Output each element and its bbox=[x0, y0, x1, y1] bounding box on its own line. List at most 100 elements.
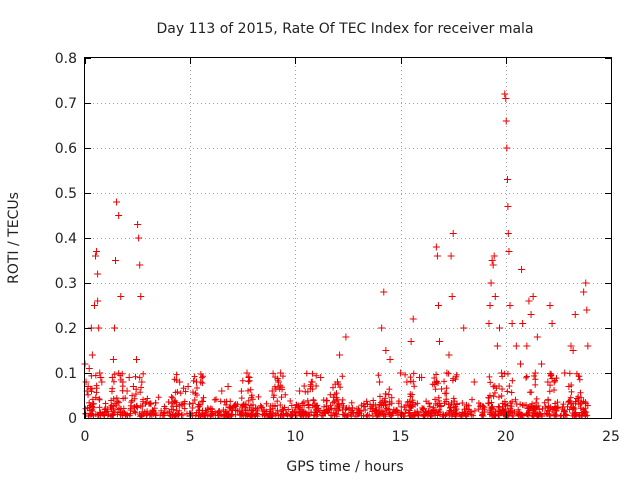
data-point bbox=[160, 410, 167, 417]
data-point bbox=[140, 396, 147, 403]
data-point bbox=[443, 369, 451, 377]
data-point bbox=[548, 371, 555, 378]
data-point bbox=[287, 397, 294, 404]
data-point bbox=[109, 356, 117, 363]
data-point bbox=[282, 391, 289, 398]
data-point bbox=[525, 297, 533, 305]
data-point bbox=[245, 387, 252, 394]
data-point bbox=[508, 320, 516, 327]
data-point bbox=[527, 389, 534, 396]
data-point bbox=[489, 261, 497, 269]
data-point bbox=[504, 412, 511, 419]
data-point bbox=[430, 406, 437, 413]
data-point bbox=[488, 409, 495, 416]
data-point bbox=[560, 401, 567, 408]
data-point bbox=[248, 392, 255, 399]
data-point bbox=[486, 373, 493, 380]
data-point bbox=[266, 406, 273, 413]
data-point bbox=[551, 409, 558, 416]
data-point bbox=[152, 399, 159, 406]
data-point bbox=[98, 378, 106, 386]
data-point bbox=[213, 396, 220, 403]
data-point bbox=[136, 261, 144, 269]
y-tick-labels: 0 0.1 0.2 0.3 0.4 0.5 0.6 0.7 0.8 bbox=[55, 51, 77, 427]
data-point bbox=[488, 404, 495, 411]
data-point bbox=[90, 302, 98, 309]
data-point bbox=[529, 400, 536, 407]
data-point bbox=[115, 399, 122, 406]
data-point bbox=[297, 412, 304, 419]
data-point bbox=[402, 371, 409, 378]
data-point bbox=[258, 404, 265, 411]
data-point bbox=[469, 396, 476, 403]
data-point bbox=[503, 144, 511, 152]
data-point bbox=[267, 412, 274, 419]
data-point bbox=[580, 406, 587, 413]
data-point bbox=[571, 406, 578, 413]
data-point bbox=[426, 403, 433, 410]
data-point bbox=[496, 383, 503, 390]
data-point bbox=[296, 387, 304, 395]
data-point bbox=[278, 394, 285, 401]
data-point bbox=[224, 383, 232, 390]
data-point bbox=[506, 302, 514, 309]
data-point bbox=[155, 394, 162, 401]
data-point bbox=[305, 401, 312, 408]
data-point bbox=[110, 324, 118, 332]
data-point bbox=[125, 374, 133, 381]
data-point bbox=[84, 383, 92, 390]
data-point bbox=[435, 394, 442, 401]
data-point bbox=[423, 410, 430, 417]
data-point bbox=[488, 257, 496, 264]
data-point bbox=[310, 397, 317, 404]
data-point bbox=[226, 404, 233, 411]
data-point bbox=[532, 376, 539, 383]
data-point bbox=[536, 406, 543, 413]
data-point bbox=[523, 373, 530, 380]
data-point bbox=[542, 404, 549, 411]
data-point bbox=[245, 374, 253, 381]
data-point bbox=[490, 252, 498, 260]
data-point bbox=[238, 388, 245, 395]
data-point bbox=[302, 409, 309, 416]
data-point bbox=[582, 279, 590, 287]
data-point bbox=[436, 338, 444, 345]
data-point bbox=[465, 402, 472, 409]
data-point bbox=[417, 409, 424, 416]
data-point bbox=[335, 401, 342, 408]
data-point bbox=[407, 391, 414, 398]
data-point bbox=[340, 402, 347, 409]
data-point bbox=[531, 369, 539, 377]
data-point bbox=[90, 412, 97, 419]
data-point bbox=[504, 230, 512, 237]
data-point bbox=[90, 400, 97, 407]
data-point bbox=[534, 412, 541, 419]
data-point bbox=[555, 404, 562, 411]
data-point bbox=[459, 411, 466, 418]
data-point bbox=[524, 405, 531, 412]
data-point bbox=[277, 369, 285, 377]
data-point bbox=[110, 378, 117, 385]
data-point bbox=[407, 374, 414, 381]
data-point bbox=[200, 398, 207, 405]
data-point bbox=[143, 412, 150, 419]
data-point bbox=[195, 401, 202, 408]
data-point bbox=[562, 411, 569, 418]
data-point bbox=[108, 374, 116, 381]
data-point bbox=[410, 378, 417, 385]
data-point bbox=[410, 370, 417, 377]
data-point bbox=[407, 338, 415, 345]
data-point bbox=[333, 390, 340, 397]
data-point bbox=[275, 378, 283, 386]
data-point bbox=[427, 412, 434, 419]
data-point bbox=[453, 406, 460, 413]
data-point bbox=[137, 293, 145, 300]
data-point bbox=[93, 248, 101, 255]
data-point bbox=[320, 412, 327, 419]
y-axis-title: ROTI / TECUs bbox=[6, 192, 22, 284]
data-point bbox=[532, 381, 539, 388]
data-point bbox=[128, 399, 135, 406]
data-point bbox=[102, 400, 109, 407]
data-point bbox=[178, 412, 185, 419]
data-point bbox=[218, 387, 226, 395]
